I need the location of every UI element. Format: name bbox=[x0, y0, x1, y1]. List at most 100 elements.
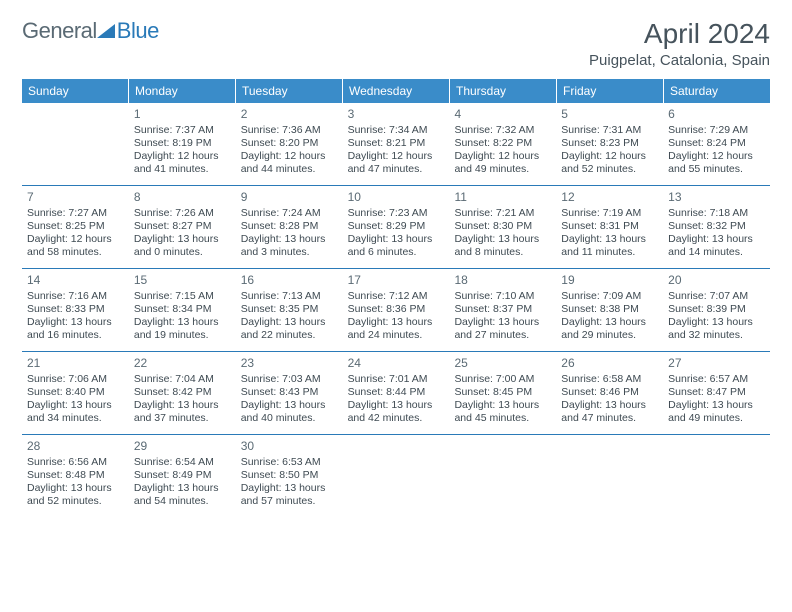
sunrise-line: Sunrise: 7:23 AM bbox=[348, 207, 445, 220]
daylight-line: Daylight: 13 hours and 0 minutes. bbox=[134, 233, 231, 259]
daylight-line: Daylight: 13 hours and 19 minutes. bbox=[134, 316, 231, 342]
daylight-line: Daylight: 12 hours and 47 minutes. bbox=[348, 150, 445, 176]
sunrise-line: Sunrise: 7:21 AM bbox=[454, 207, 551, 220]
brand-logo: General Blue bbox=[22, 18, 159, 44]
daylight-line: Daylight: 13 hours and 29 minutes. bbox=[561, 316, 658, 342]
daylight-line: Daylight: 13 hours and 6 minutes. bbox=[348, 233, 445, 259]
sunset-line: Sunset: 8:27 PM bbox=[134, 220, 231, 233]
day-number: 20 bbox=[668, 273, 765, 288]
sunset-line: Sunset: 8:24 PM bbox=[668, 137, 765, 150]
calendar-day: 3Sunrise: 7:34 AMSunset: 8:21 PMDaylight… bbox=[343, 103, 450, 185]
sunrise-line: Sunrise: 7:26 AM bbox=[134, 207, 231, 220]
daylight-line: Daylight: 13 hours and 27 minutes. bbox=[454, 316, 551, 342]
daylight-line: Daylight: 12 hours and 49 minutes. bbox=[454, 150, 551, 176]
calendar-day: 16Sunrise: 7:13 AMSunset: 8:35 PMDayligh… bbox=[236, 269, 343, 351]
day-number: 22 bbox=[134, 356, 231, 371]
calendar-day: 14Sunrise: 7:16 AMSunset: 8:33 PMDayligh… bbox=[22, 269, 129, 351]
calendar-day: 20Sunrise: 7:07 AMSunset: 8:39 PMDayligh… bbox=[663, 269, 770, 351]
day-number: 27 bbox=[668, 356, 765, 371]
daylight-line: Daylight: 13 hours and 52 minutes. bbox=[27, 482, 124, 508]
sunset-line: Sunset: 8:38 PM bbox=[561, 303, 658, 316]
sunrise-line: Sunrise: 7:29 AM bbox=[668, 124, 765, 137]
calendar-day-blank bbox=[663, 435, 770, 517]
day-number: 24 bbox=[348, 356, 445, 371]
sunrise-line: Sunrise: 7:00 AM bbox=[454, 373, 551, 386]
day-number: 29 bbox=[134, 439, 231, 454]
calendar-day: 15Sunrise: 7:15 AMSunset: 8:34 PMDayligh… bbox=[129, 269, 236, 351]
sunset-line: Sunset: 8:48 PM bbox=[27, 469, 124, 482]
calendar-day: 18Sunrise: 7:10 AMSunset: 8:37 PMDayligh… bbox=[449, 269, 556, 351]
sunrise-line: Sunrise: 6:56 AM bbox=[27, 456, 124, 469]
sunset-line: Sunset: 8:25 PM bbox=[27, 220, 124, 233]
day-number: 9 bbox=[241, 190, 338, 205]
calendar-day: 10Sunrise: 7:23 AMSunset: 8:29 PMDayligh… bbox=[343, 186, 450, 268]
sunset-line: Sunset: 8:28 PM bbox=[241, 220, 338, 233]
sunset-line: Sunset: 8:22 PM bbox=[454, 137, 551, 150]
day-header: Sunday bbox=[22, 79, 129, 103]
daylight-line: Daylight: 13 hours and 37 minutes. bbox=[134, 399, 231, 425]
calendar-week: 7Sunrise: 7:27 AMSunset: 8:25 PMDaylight… bbox=[22, 186, 770, 269]
sunrise-line: Sunrise: 6:58 AM bbox=[561, 373, 658, 386]
day-header: Tuesday bbox=[236, 79, 343, 103]
sunset-line: Sunset: 8:43 PM bbox=[241, 386, 338, 399]
daylight-line: Daylight: 13 hours and 34 minutes. bbox=[27, 399, 124, 425]
sunset-line: Sunset: 8:29 PM bbox=[348, 220, 445, 233]
calendar-week: 28Sunrise: 6:56 AMSunset: 8:48 PMDayligh… bbox=[22, 435, 770, 517]
sunset-line: Sunset: 8:36 PM bbox=[348, 303, 445, 316]
daylight-line: Daylight: 13 hours and 22 minutes. bbox=[241, 316, 338, 342]
sunrise-line: Sunrise: 6:57 AM bbox=[668, 373, 765, 386]
brand-part2: Blue bbox=[117, 18, 159, 44]
calendar-day: 1Sunrise: 7:37 AMSunset: 8:19 PMDaylight… bbox=[129, 103, 236, 185]
sunrise-line: Sunrise: 7:01 AM bbox=[348, 373, 445, 386]
sunrise-line: Sunrise: 7:03 AM bbox=[241, 373, 338, 386]
sunrise-line: Sunrise: 7:19 AM bbox=[561, 207, 658, 220]
calendar-week: 14Sunrise: 7:16 AMSunset: 8:33 PMDayligh… bbox=[22, 269, 770, 352]
calendar-day: 30Sunrise: 6:53 AMSunset: 8:50 PMDayligh… bbox=[236, 435, 343, 517]
sunrise-line: Sunrise: 7:09 AM bbox=[561, 290, 658, 303]
calendar-day: 19Sunrise: 7:09 AMSunset: 8:38 PMDayligh… bbox=[556, 269, 663, 351]
daylight-line: Daylight: 13 hours and 16 minutes. bbox=[27, 316, 124, 342]
sunrise-line: Sunrise: 7:32 AM bbox=[454, 124, 551, 137]
daylight-line: Daylight: 13 hours and 45 minutes. bbox=[454, 399, 551, 425]
sunset-line: Sunset: 8:40 PM bbox=[27, 386, 124, 399]
sunrise-line: Sunrise: 7:15 AM bbox=[134, 290, 231, 303]
daylight-line: Daylight: 13 hours and 54 minutes. bbox=[134, 482, 231, 508]
calendar-day: 23Sunrise: 7:03 AMSunset: 8:43 PMDayligh… bbox=[236, 352, 343, 434]
calendar-day: 25Sunrise: 7:00 AMSunset: 8:45 PMDayligh… bbox=[449, 352, 556, 434]
calendar: SundayMondayTuesdayWednesdayThursdayFrid… bbox=[22, 79, 770, 517]
sunrise-line: Sunrise: 7:07 AM bbox=[668, 290, 765, 303]
day-number: 5 bbox=[561, 107, 658, 122]
sunset-line: Sunset: 8:49 PM bbox=[134, 469, 231, 482]
day-header: Friday bbox=[557, 79, 664, 103]
calendar-day: 8 Sunrise: 7:26 AMSunset: 8:27 PMDaylight… bbox=[129, 186, 236, 268]
calendar-day: 29Sunrise: 6:54 AMSunset: 8:49 PMDayligh… bbox=[129, 435, 236, 517]
sunrise-line: Sunrise: 7:27 AM bbox=[27, 207, 124, 220]
brand-part1: General bbox=[22, 18, 97, 44]
sunset-line: Sunset: 8:42 PM bbox=[134, 386, 231, 399]
daylight-line: Daylight: 13 hours and 47 minutes. bbox=[561, 399, 658, 425]
day-header: Thursday bbox=[450, 79, 557, 103]
sunset-line: Sunset: 8:31 PM bbox=[561, 220, 658, 233]
daylight-line: Daylight: 13 hours and 14 minutes. bbox=[668, 233, 765, 259]
day-number: 8 bbox=[134, 190, 231, 205]
calendar-day: 13Sunrise: 7:18 AMSunset: 8:32 PMDayligh… bbox=[663, 186, 770, 268]
sunset-line: Sunset: 8:46 PM bbox=[561, 386, 658, 399]
sunrise-line: Sunrise: 7:24 AM bbox=[241, 207, 338, 220]
day-number: 4 bbox=[454, 107, 551, 122]
day-header: Wednesday bbox=[343, 79, 450, 103]
day-header: Monday bbox=[129, 79, 236, 103]
daylight-line: Daylight: 13 hours and 3 minutes. bbox=[241, 233, 338, 259]
sunset-line: Sunset: 8:33 PM bbox=[27, 303, 124, 316]
sunset-line: Sunset: 8:30 PM bbox=[454, 220, 551, 233]
header: General Blue April 2024 Puigpelat, Catal… bbox=[22, 18, 770, 69]
sunset-line: Sunset: 8:45 PM bbox=[454, 386, 551, 399]
day-number: 15 bbox=[134, 273, 231, 288]
daylight-line: Daylight: 12 hours and 55 minutes. bbox=[668, 150, 765, 176]
calendar-week: 21Sunrise: 7:06 AMSunset: 8:40 PMDayligh… bbox=[22, 352, 770, 435]
day-number: 3 bbox=[348, 107, 445, 122]
sunrise-line: Sunrise: 7:34 AM bbox=[348, 124, 445, 137]
calendar-day: 21Sunrise: 7:06 AMSunset: 8:40 PMDayligh… bbox=[22, 352, 129, 434]
calendar-day-blank bbox=[556, 435, 663, 517]
sunset-line: Sunset: 8:44 PM bbox=[348, 386, 445, 399]
day-number: 6 bbox=[668, 107, 765, 122]
